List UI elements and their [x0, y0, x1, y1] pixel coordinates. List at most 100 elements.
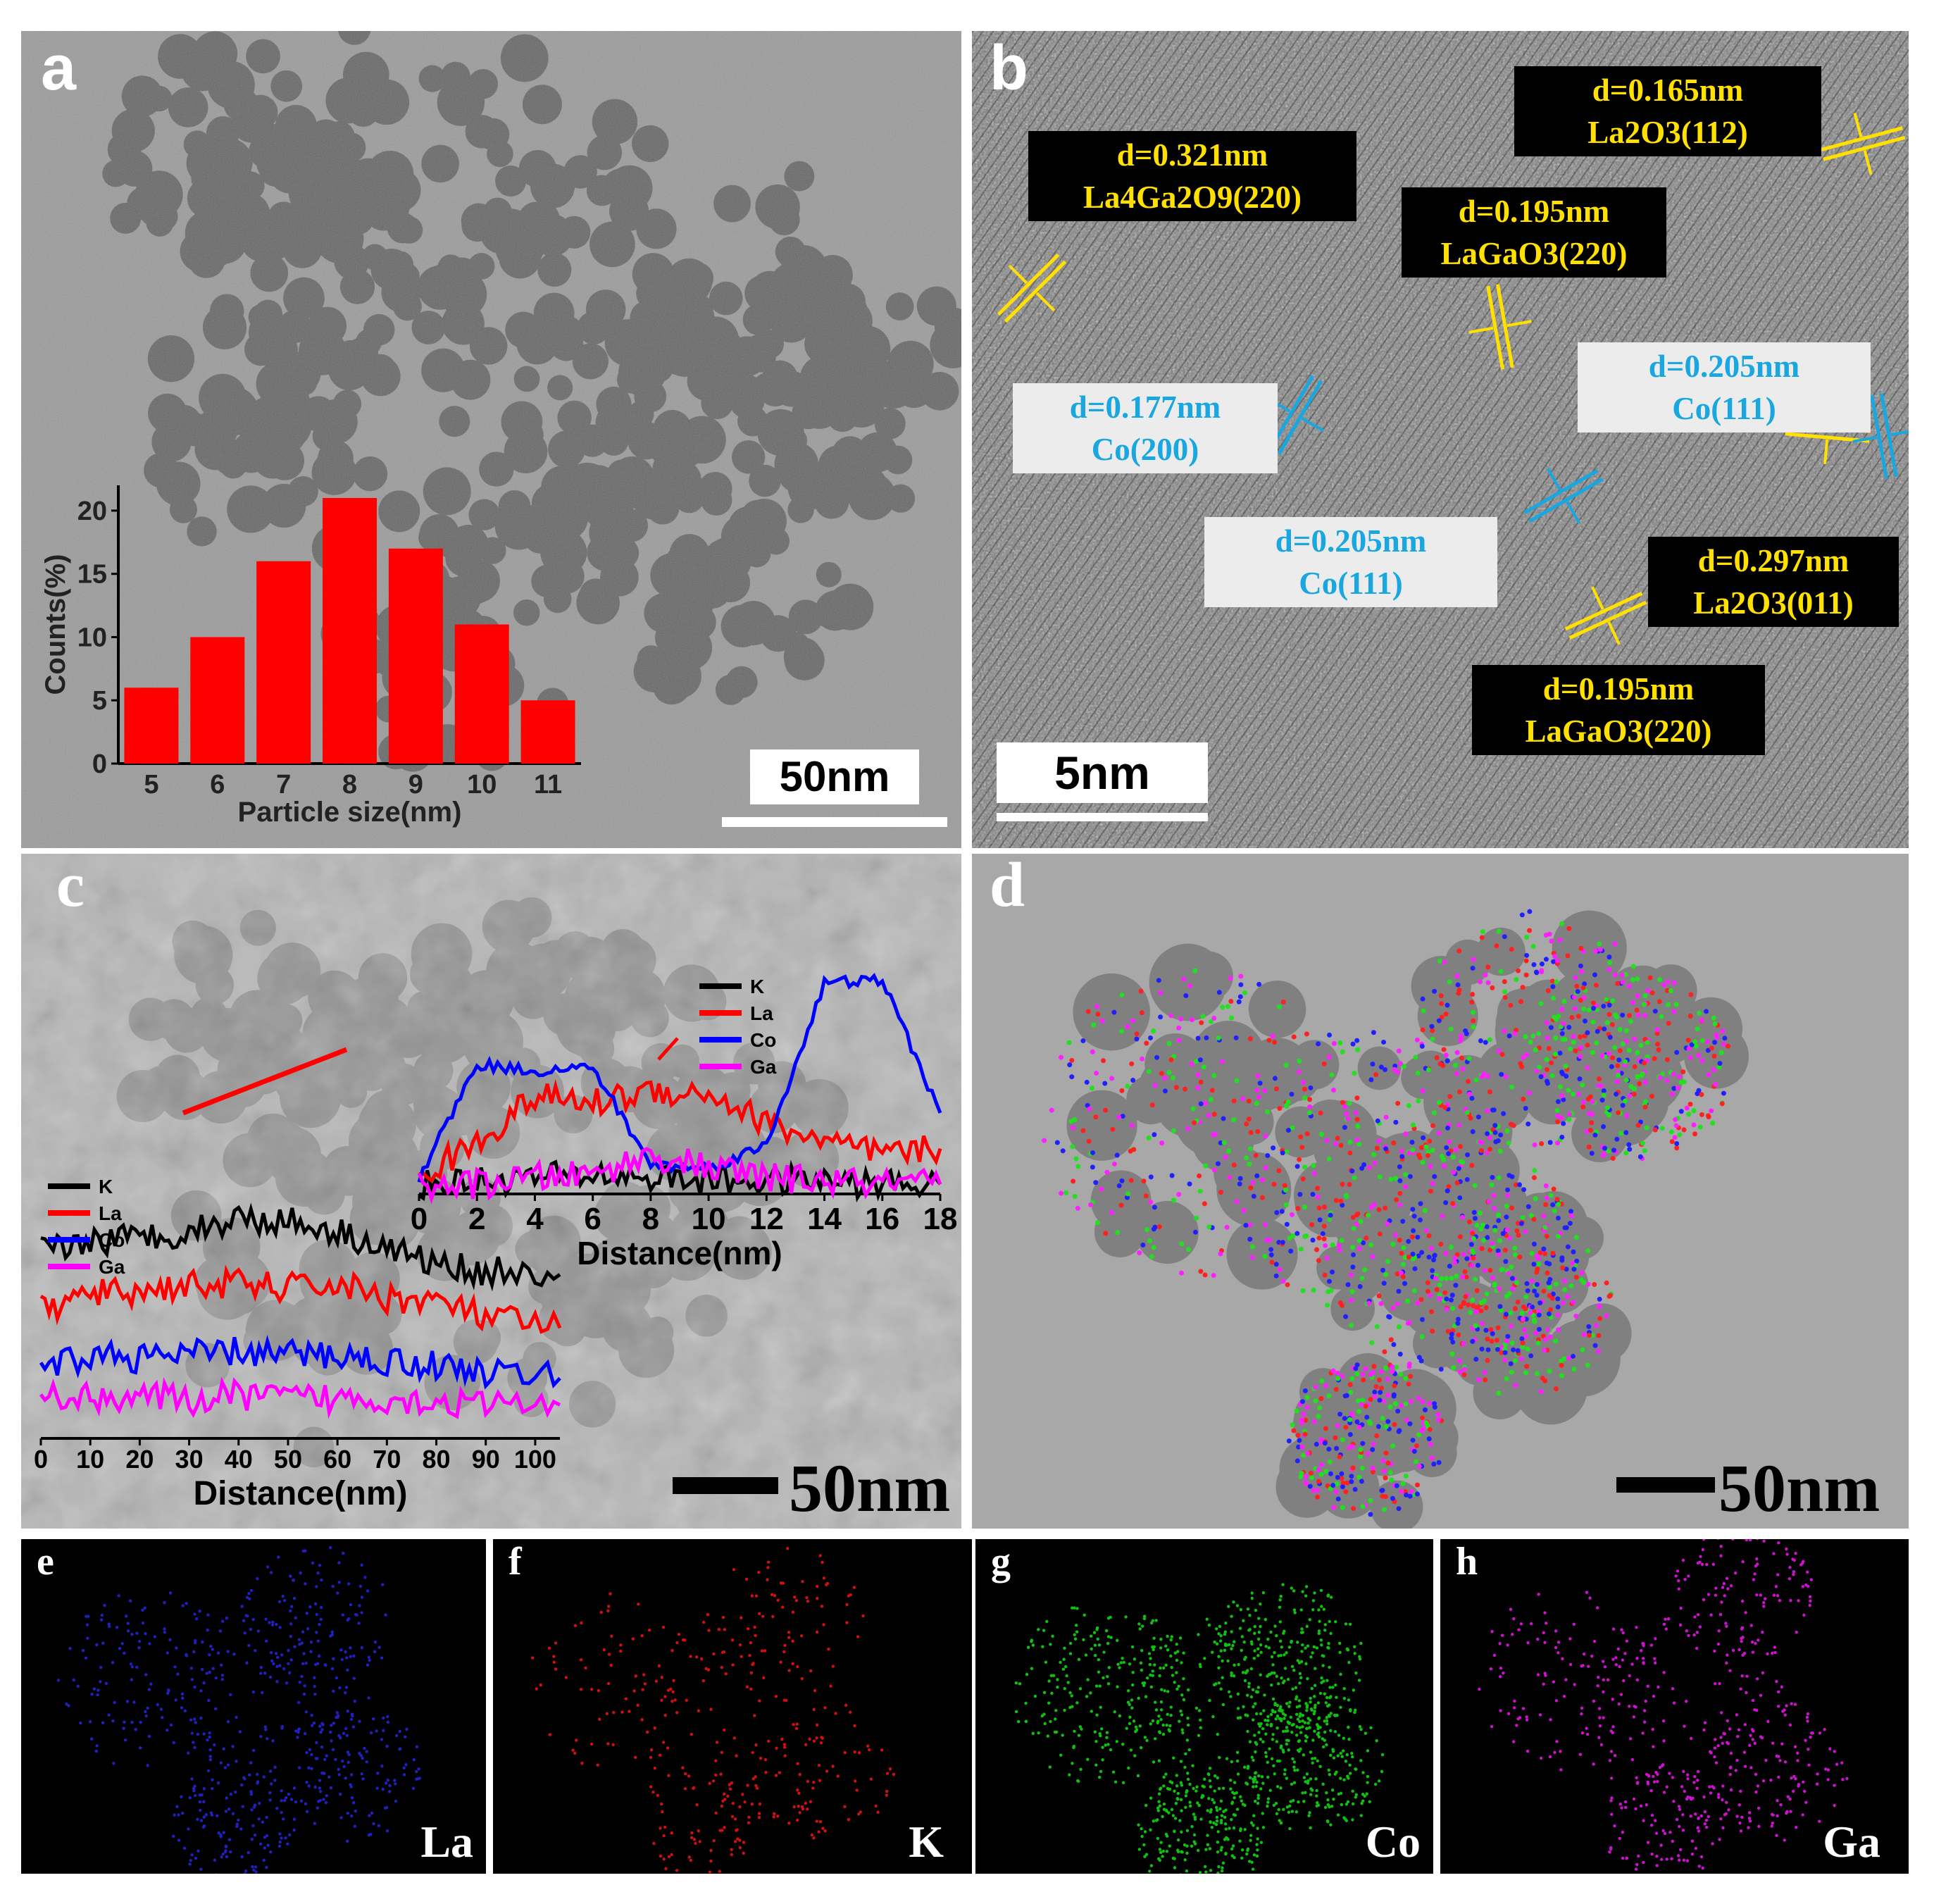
element-dot [1338, 1650, 1342, 1655]
element-dot [719, 1772, 723, 1776]
element-dot [1104, 1743, 1107, 1747]
eds-dot [1268, 1247, 1274, 1252]
element-dot [277, 1844, 282, 1848]
element-dot [806, 1599, 810, 1603]
eds-dot [1419, 1415, 1425, 1421]
element-dot [1296, 1641, 1299, 1644]
eds-dot [1403, 1171, 1409, 1177]
eds-dot [1370, 1062, 1375, 1067]
eds-dot [1372, 1394, 1378, 1400]
element-dot [1293, 1611, 1297, 1614]
element-dot [296, 1736, 299, 1739]
x-tick-label: 30 [175, 1445, 204, 1474]
element-dot [690, 1831, 694, 1835]
element-dot [1333, 1772, 1337, 1776]
eds-dot [1579, 969, 1585, 974]
eds-dot [1371, 1369, 1376, 1375]
element-dot [1318, 1691, 1323, 1695]
element-dot [1266, 1797, 1271, 1800]
element-dot [1342, 1686, 1346, 1691]
element-dot [641, 1688, 644, 1691]
eds-dot [1330, 1269, 1335, 1275]
eds-dot [1580, 1100, 1586, 1105]
element-dot [738, 1838, 742, 1842]
element-dot [1375, 1738, 1378, 1743]
element-dot [1285, 1702, 1289, 1705]
eds-dot [1597, 947, 1603, 952]
element-dot [1346, 1648, 1349, 1652]
element-dot [337, 1767, 340, 1772]
element-dot [202, 1681, 206, 1685]
element-dot [1169, 1705, 1173, 1709]
element-dot [758, 1612, 761, 1616]
element-dot [1351, 1802, 1355, 1806]
eds-dot [1446, 1151, 1452, 1157]
element-dot [405, 1727, 408, 1731]
element-dot [677, 1633, 681, 1636]
eds-dot [1331, 1040, 1337, 1046]
eds-dot [1443, 1052, 1449, 1058]
element-dot [1272, 1764, 1275, 1768]
element-dot [185, 1654, 189, 1657]
element-dot [384, 1613, 387, 1617]
element-dot [369, 1832, 373, 1836]
element-dot [1360, 1801, 1364, 1805]
element-dot [270, 1659, 274, 1663]
eds-dot [1559, 1115, 1564, 1121]
eds-dot [1601, 1124, 1607, 1129]
particle [1487, 1262, 1566, 1340]
eds-dot [1378, 1369, 1384, 1374]
element-dot [1353, 1652, 1356, 1655]
eds-dot [1592, 972, 1597, 978]
eds-dot [1443, 1250, 1449, 1256]
eds-dot [1519, 912, 1525, 918]
element-dot [249, 1790, 253, 1793]
element-dot [1093, 1730, 1097, 1734]
element-dot [335, 1711, 339, 1715]
element-dot [1214, 1822, 1218, 1827]
element-dot [750, 1594, 754, 1598]
element-dot [1273, 1650, 1276, 1655]
eds-dot [1206, 1224, 1212, 1230]
element-dot [1298, 1704, 1302, 1708]
element-dot [1014, 1681, 1018, 1685]
element-dot [1259, 1673, 1262, 1676]
element-dot [1290, 1810, 1294, 1813]
eds-dot [1473, 1077, 1479, 1083]
element-dot [1070, 1694, 1073, 1698]
element-dot [1306, 1644, 1310, 1648]
eds-dot [1392, 1421, 1397, 1427]
eds-dot [1566, 1024, 1572, 1030]
element-dot [767, 1739, 771, 1743]
element-dot [1149, 1864, 1154, 1867]
eds-dot [1327, 1032, 1333, 1038]
element-dot [1285, 1726, 1289, 1729]
eds-dot [1348, 1272, 1354, 1278]
eds-dot [1487, 1037, 1492, 1043]
element-dot [185, 1602, 188, 1605]
element-dot [666, 1746, 670, 1750]
element-dot [800, 1676, 804, 1681]
eds-dot [1330, 1368, 1336, 1374]
element-dot [1149, 1685, 1154, 1689]
element-dot [1221, 1861, 1225, 1865]
element-dot [244, 1869, 248, 1873]
element-dot [1252, 1814, 1256, 1817]
eds-dot [1559, 1257, 1565, 1263]
eds-dot [1508, 1310, 1514, 1316]
element-dot [1309, 1793, 1313, 1796]
element-dot [723, 1728, 726, 1732]
element-dot [1170, 1781, 1174, 1785]
element-dot [1213, 1774, 1217, 1778]
eds-dot [1574, 983, 1580, 989]
element-dot [350, 1814, 354, 1818]
element-dot [806, 1779, 810, 1784]
element-dot [1270, 1655, 1274, 1659]
element-dot [730, 1638, 735, 1642]
element-dot [738, 1846, 742, 1850]
element-dot [1077, 1657, 1081, 1661]
eds-dot [1304, 1233, 1309, 1238]
eds-dot [1334, 1481, 1340, 1487]
eds-dot [1478, 979, 1483, 985]
eds-dot [1604, 997, 1609, 1002]
